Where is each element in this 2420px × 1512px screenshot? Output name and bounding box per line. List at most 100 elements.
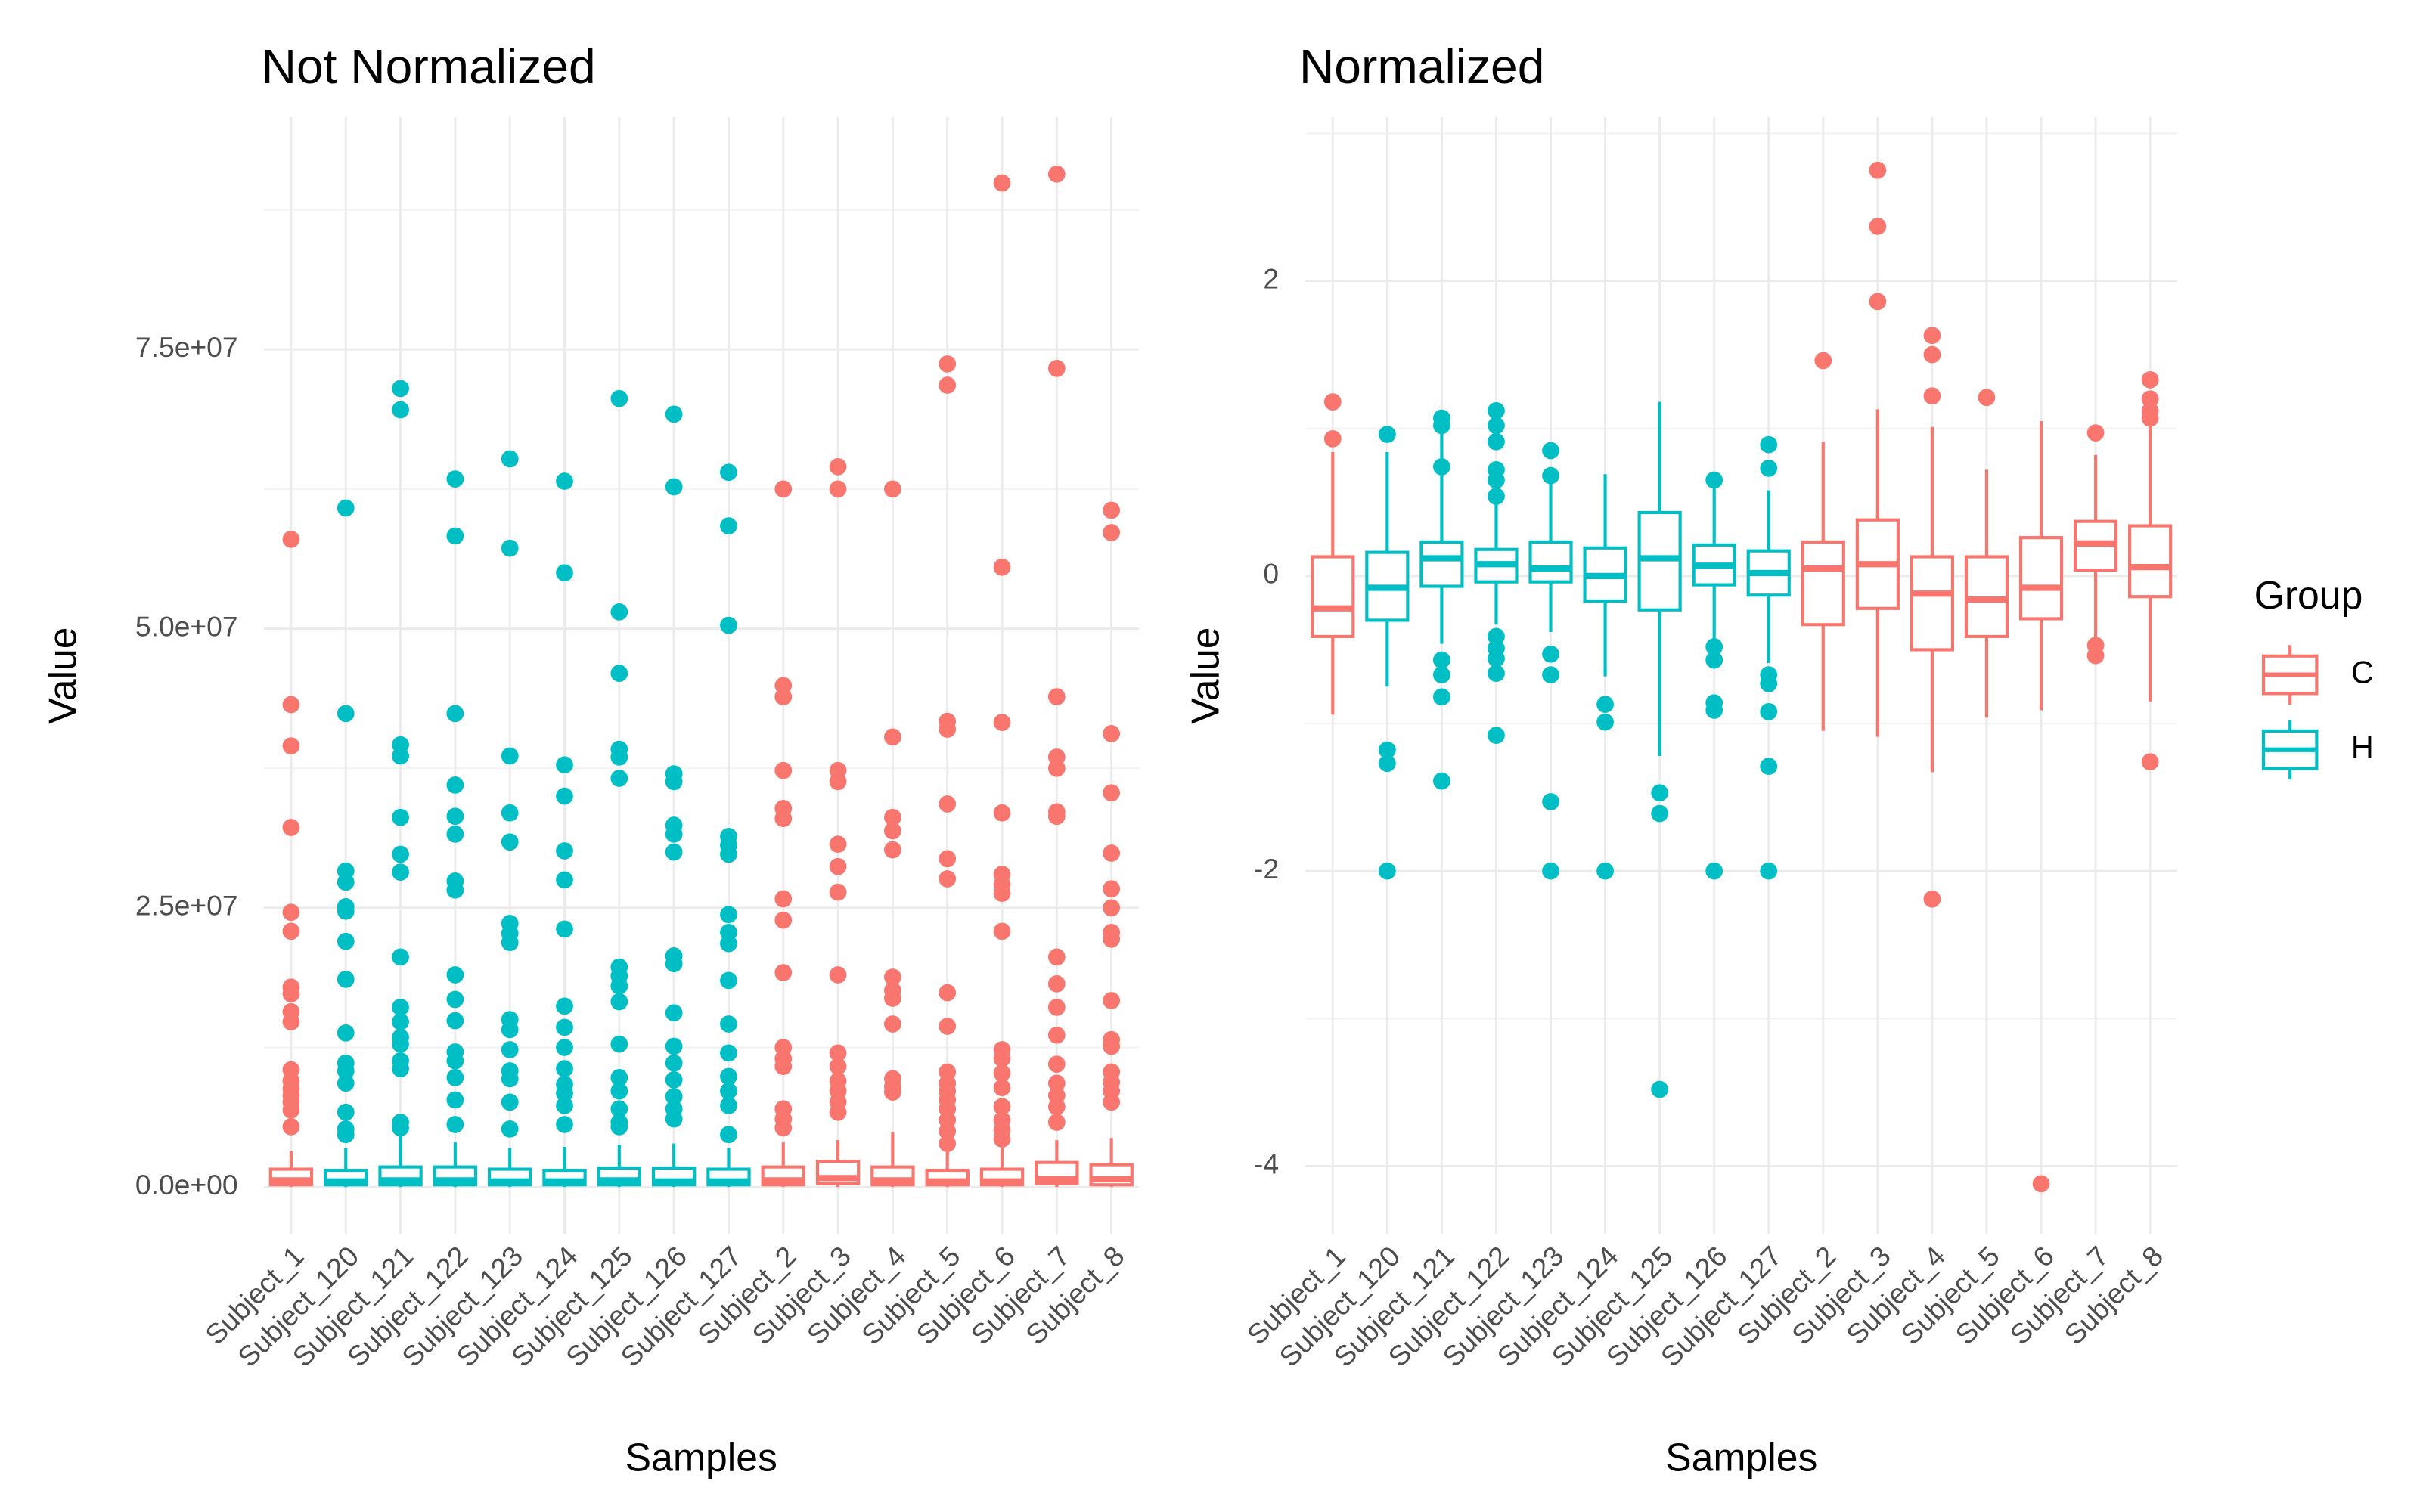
outlier bbox=[939, 850, 957, 868]
outlier bbox=[2141, 753, 2159, 771]
outlier bbox=[282, 922, 300, 940]
outlier bbox=[501, 1093, 519, 1111]
outlier bbox=[392, 380, 409, 398]
outlier bbox=[1488, 665, 1505, 683]
outlier bbox=[501, 1070, 519, 1088]
chart-title: Normalized bbox=[1299, 39, 1544, 94]
outlier bbox=[392, 808, 409, 826]
outlier bbox=[282, 1101, 300, 1119]
outlier bbox=[1760, 758, 1778, 775]
outlier bbox=[556, 871, 573, 889]
outlier bbox=[939, 1135, 957, 1152]
outlier bbox=[446, 1116, 464, 1133]
outlier bbox=[1103, 524, 1121, 541]
outlier bbox=[774, 480, 793, 498]
outlier bbox=[446, 1091, 464, 1109]
outlier bbox=[1323, 430, 1342, 448]
outlier bbox=[1433, 772, 1450, 790]
outlier bbox=[556, 1060, 573, 1077]
outlier bbox=[993, 1049, 1011, 1067]
outlier bbox=[1596, 862, 1614, 880]
outlier bbox=[993, 1079, 1011, 1097]
outlier bbox=[720, 1067, 737, 1086]
outlier bbox=[1047, 998, 1066, 1016]
outlier bbox=[1047, 948, 1066, 966]
outlier bbox=[884, 728, 901, 746]
outlier bbox=[337, 1126, 355, 1144]
outlier bbox=[446, 826, 464, 843]
y-tick-label: -2 bbox=[1254, 853, 1279, 885]
outlier bbox=[1760, 862, 1778, 880]
y-tick-label: 2 bbox=[1263, 262, 1279, 294]
box bbox=[1311, 555, 1355, 638]
outlier bbox=[720, 1096, 737, 1114]
outlier bbox=[337, 1074, 355, 1092]
outlier bbox=[1488, 417, 1505, 435]
outlier bbox=[337, 499, 355, 517]
legend-label: C bbox=[2351, 655, 2374, 690]
outlier bbox=[446, 1012, 464, 1030]
outlier bbox=[501, 934, 519, 952]
legend-title: Group bbox=[2254, 573, 2363, 617]
outlier bbox=[1047, 1055, 1066, 1074]
outlier bbox=[610, 770, 628, 787]
outlier bbox=[1542, 666, 1559, 683]
x-axis-title: Samples bbox=[625, 1436, 777, 1479]
y-tick-label: 0.0e+00 bbox=[135, 1169, 238, 1201]
outlier bbox=[1047, 807, 1066, 826]
outlier bbox=[446, 776, 464, 794]
outlier bbox=[993, 714, 1011, 732]
outlier bbox=[610, 665, 628, 683]
outlier bbox=[610, 1035, 628, 1053]
outlier bbox=[337, 1103, 355, 1121]
outlier bbox=[665, 1037, 683, 1055]
outlier bbox=[556, 1116, 573, 1133]
outlier bbox=[556, 997, 573, 1015]
outlier bbox=[610, 389, 628, 407]
outlier bbox=[556, 564, 573, 582]
outlier bbox=[665, 405, 683, 423]
outlier bbox=[1923, 387, 1941, 405]
outlier bbox=[610, 748, 628, 766]
outlier bbox=[2141, 409, 2159, 427]
outlier bbox=[1047, 974, 1066, 993]
outlier bbox=[337, 1024, 355, 1042]
outlier bbox=[337, 873, 355, 891]
box bbox=[2018, 536, 2064, 621]
outlier bbox=[1433, 417, 1450, 435]
outlier bbox=[556, 842, 573, 860]
outlier bbox=[939, 1122, 957, 1140]
outlier bbox=[939, 984, 957, 1002]
outlier bbox=[501, 747, 519, 765]
outlier bbox=[1760, 674, 1778, 692]
outlier bbox=[446, 1052, 464, 1070]
outlier bbox=[501, 804, 519, 822]
outlier bbox=[665, 478, 683, 496]
outlier bbox=[1542, 466, 1559, 485]
outlier bbox=[665, 843, 683, 861]
outlier bbox=[1596, 696, 1614, 714]
outlier bbox=[884, 1083, 901, 1101]
outlier bbox=[1488, 432, 1505, 451]
outlier bbox=[665, 1088, 683, 1105]
outlier bbox=[1103, 501, 1121, 519]
outlier bbox=[282, 696, 300, 714]
outlier bbox=[2032, 1175, 2050, 1193]
outlier bbox=[2141, 370, 2159, 389]
outlier bbox=[1047, 688, 1066, 706]
outlier bbox=[446, 990, 464, 1009]
outlier bbox=[774, 964, 793, 981]
outlier bbox=[1705, 638, 1723, 655]
outlier bbox=[939, 795, 957, 813]
outlier bbox=[720, 1082, 737, 1100]
outlier bbox=[392, 1060, 409, 1077]
legend-label: H bbox=[2351, 730, 2374, 765]
outlier bbox=[392, 845, 409, 863]
outlier bbox=[993, 1098, 1011, 1116]
outlier bbox=[1103, 784, 1121, 802]
outlier bbox=[829, 1103, 847, 1121]
outlier bbox=[501, 450, 519, 468]
box bbox=[1528, 540, 1573, 584]
outlier bbox=[720, 463, 737, 482]
outlier bbox=[884, 968, 901, 986]
